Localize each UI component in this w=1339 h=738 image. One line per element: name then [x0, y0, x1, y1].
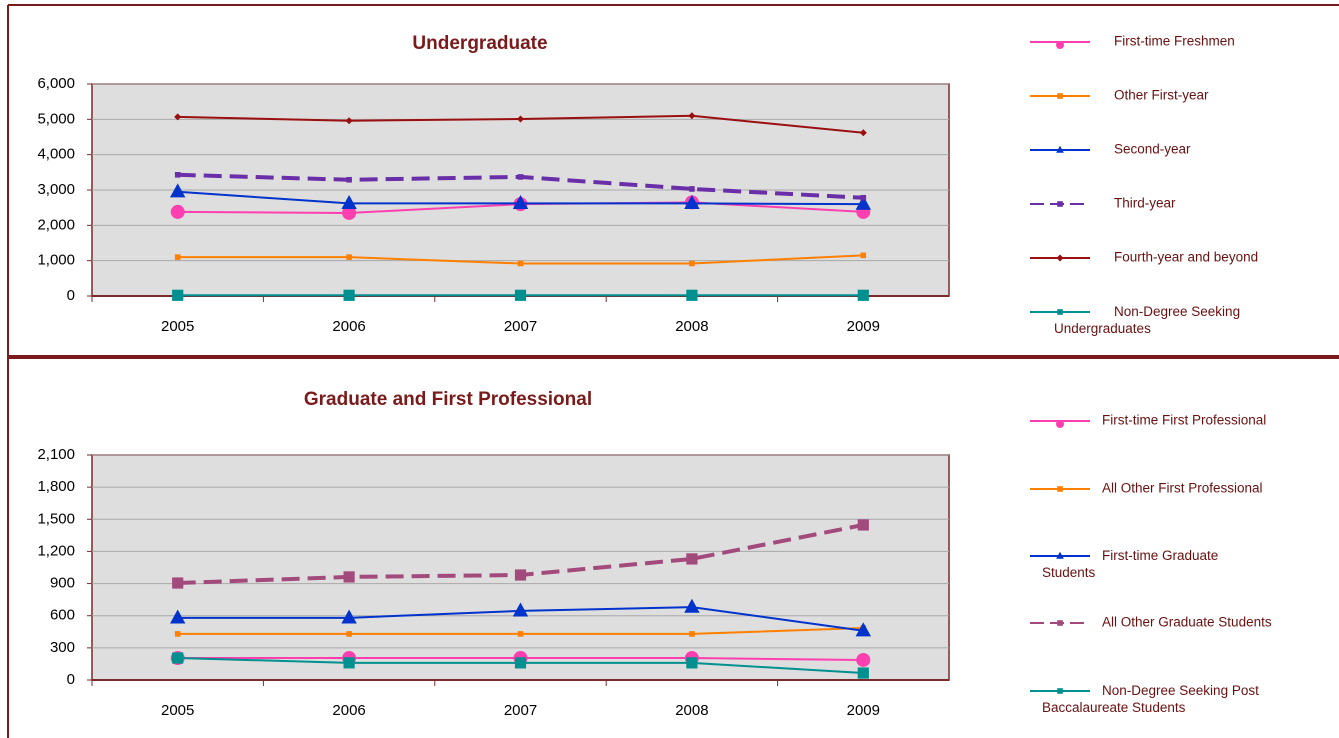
marker — [174, 254, 181, 260]
legend-label: First-time Graduate Students — [1042, 548, 1218, 580]
marker — [343, 571, 355, 583]
y-tick-label: 0 — [67, 287, 75, 304]
marker — [688, 112, 696, 120]
plot-area — [91, 454, 950, 681]
marker — [514, 569, 527, 581]
marker — [1057, 309, 1063, 315]
x-tick-label: 2009 — [847, 702, 880, 719]
marker — [686, 657, 698, 669]
chart-title: Undergraduate — [412, 33, 547, 54]
marker — [517, 260, 524, 267]
marker — [856, 652, 871, 667]
marker — [857, 289, 869, 301]
y-tick-label: 1,000 — [37, 252, 75, 269]
marker — [342, 205, 357, 220]
marker — [170, 609, 186, 624]
y-tick-label: 0 — [67, 671, 75, 688]
legend-label: First-time Freshmen — [1114, 34, 1235, 49]
marker — [1056, 420, 1064, 428]
x-tick-label: 2009 — [847, 318, 880, 335]
legend-label: Non-Degree Seeking Undergraduates — [1054, 304, 1240, 336]
marker — [689, 631, 695, 637]
marker — [859, 129, 867, 137]
chart-title: Graduate and First Professional — [304, 389, 592, 410]
y-tick-label: 4,000 — [37, 146, 75, 163]
marker — [1056, 41, 1064, 49]
marker — [855, 622, 871, 637]
x-tick-label: 2008 — [675, 702, 708, 719]
marker — [517, 631, 524, 637]
marker — [1057, 620, 1063, 626]
legend-label: Third-year — [1114, 196, 1176, 211]
marker — [346, 631, 352, 637]
marker — [170, 204, 185, 219]
marker — [341, 195, 357, 210]
marker — [174, 113, 182, 121]
marker — [341, 609, 357, 624]
x-tick-label: 2007 — [504, 318, 537, 335]
x-tick-label: 2005 — [161, 702, 194, 719]
marker — [514, 289, 527, 301]
marker — [1057, 688, 1063, 694]
x-tick-label: 2008 — [675, 318, 708, 335]
x-tick-label: 2007 — [504, 702, 537, 719]
marker — [1056, 551, 1064, 559]
marker — [860, 194, 867, 201]
marker — [343, 657, 355, 669]
y-tick-label: 1,200 — [37, 542, 75, 559]
y-tick-label: 1,500 — [37, 510, 75, 527]
marker — [855, 195, 871, 210]
y-tick-label: 5,000 — [37, 110, 75, 127]
marker — [174, 631, 181, 637]
marker — [345, 117, 353, 125]
x-tick-label: 2005 — [161, 318, 194, 335]
marker — [1057, 201, 1063, 207]
legend-label: Second-year — [1114, 142, 1191, 157]
marker — [860, 252, 867, 259]
marker — [517, 115, 524, 123]
y-tick-label: 1,800 — [37, 478, 75, 495]
marker — [689, 260, 695, 267]
y-tick-label: 2,100 — [37, 446, 75, 463]
marker — [686, 289, 698, 301]
marker — [1056, 254, 1064, 262]
marker — [1057, 486, 1063, 492]
marker — [170, 183, 186, 198]
y-tick-label: 2,000 — [37, 216, 75, 233]
y-tick-label: 3,000 — [37, 181, 75, 198]
marker — [512, 602, 529, 617]
legend-label: First-time First Professional — [1102, 413, 1266, 428]
x-tick-label: 2006 — [332, 702, 365, 719]
legend-label: All Other Graduate Students — [1102, 615, 1272, 630]
marker — [343, 289, 355, 301]
legend-label: Other First-year — [1114, 88, 1209, 103]
marker — [684, 598, 700, 613]
marker — [684, 195, 700, 210]
marker — [689, 186, 695, 192]
marker — [346, 176, 352, 183]
legend-label: All Other First Professional — [1102, 481, 1263, 496]
legend-label: Fourth-year and beyond — [1114, 250, 1258, 265]
marker — [172, 652, 184, 664]
legend-label: Non-Degree Seeking Post Baccalaureate Stu… — [1042, 683, 1259, 715]
marker — [517, 174, 524, 180]
marker — [172, 577, 184, 589]
marker — [857, 519, 869, 531]
y-tick-label: 6,000 — [37, 75, 75, 92]
marker — [346, 254, 352, 260]
marker — [174, 172, 181, 178]
marker — [857, 667, 869, 679]
marker — [1057, 93, 1063, 99]
y-tick-label: 600 — [50, 607, 75, 624]
marker — [1056, 145, 1064, 153]
marker — [686, 553, 698, 565]
y-tick-label: 900 — [50, 575, 75, 592]
x-tick-label: 2006 — [332, 318, 365, 335]
marker — [514, 657, 527, 669]
marker — [512, 195, 529, 210]
marker — [172, 289, 184, 301]
y-tick-label: 300 — [50, 639, 75, 656]
